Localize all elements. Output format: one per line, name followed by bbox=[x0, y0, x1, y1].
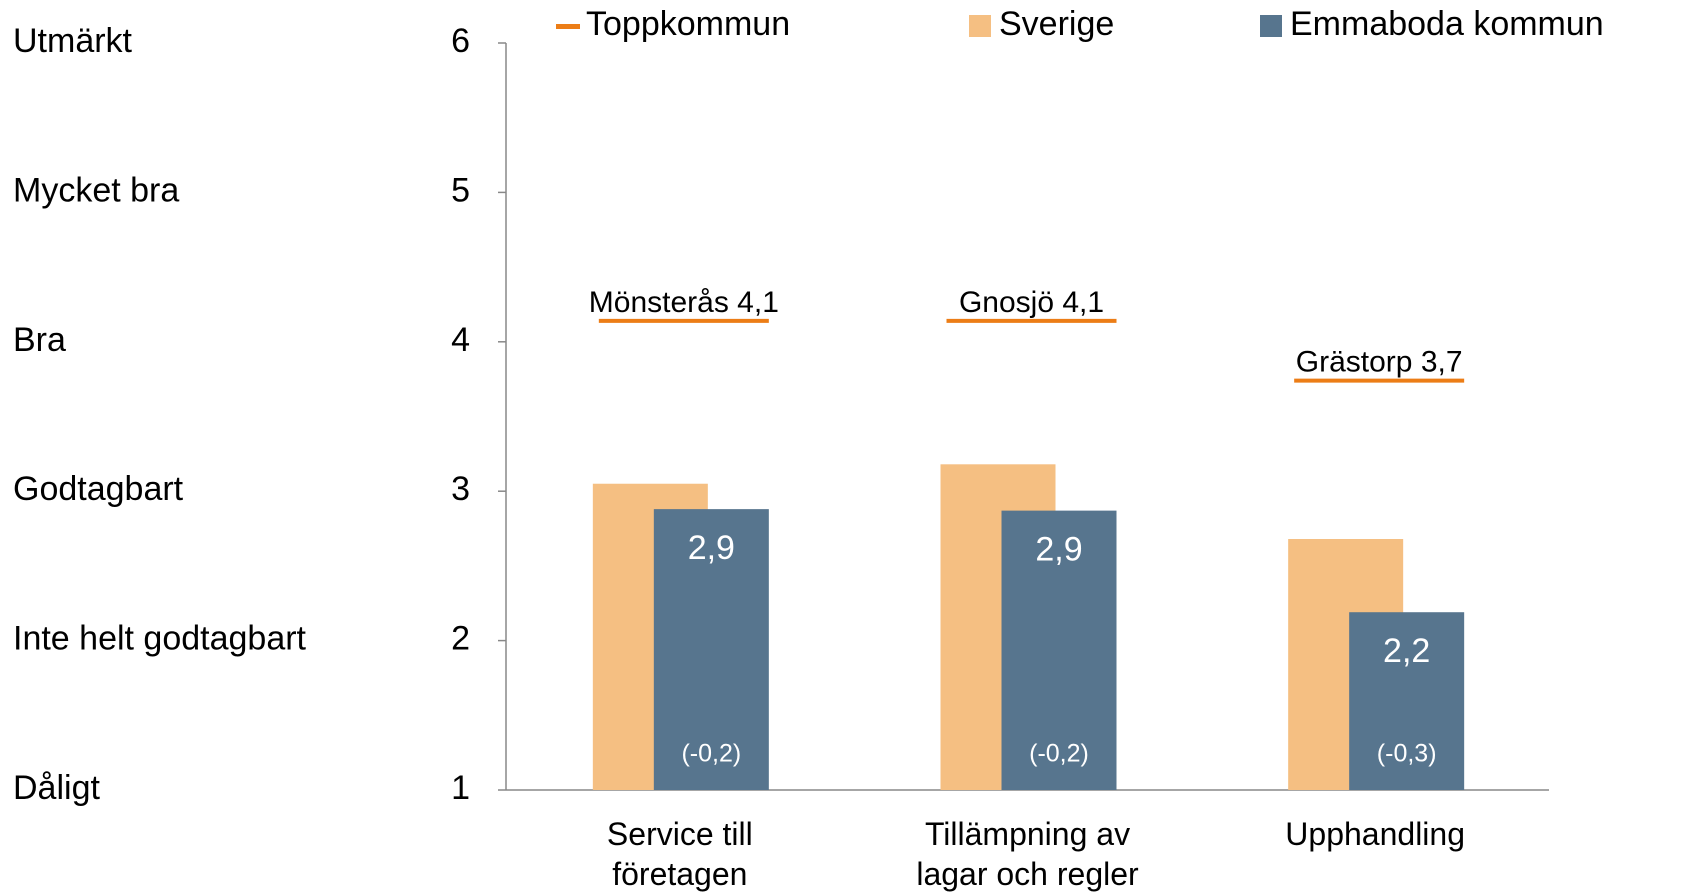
top-label: Gnosjö 4,1 bbox=[959, 286, 1104, 319]
legend-swatch bbox=[556, 24, 580, 29]
difference-label: (-0,2) bbox=[1029, 740, 1089, 768]
value-label: 2,9 bbox=[688, 529, 735, 567]
y-tick-label: 6 bbox=[451, 22, 470, 60]
value-label: 2,2 bbox=[1383, 632, 1430, 670]
bar bbox=[1001, 510, 1117, 790]
scale-label: Dåligt bbox=[13, 769, 100, 807]
y-tick-label: 5 bbox=[451, 171, 470, 209]
legend-swatch bbox=[1260, 15, 1282, 37]
bar bbox=[1349, 612, 1465, 790]
y-tick-label: 4 bbox=[451, 321, 470, 359]
difference-label: (-0,3) bbox=[1377, 740, 1437, 768]
scale-label: Inte helt godtagbart bbox=[13, 620, 307, 658]
legend-label: Sverige bbox=[999, 5, 1114, 43]
top-label: Mönsterås 4,1 bbox=[589, 286, 779, 319]
legend-label: Toppkommun bbox=[586, 5, 790, 43]
y-tick-label: 2 bbox=[451, 620, 470, 658]
x-tick-label: Service till företagen bbox=[606, 816, 753, 892]
x-tick-label: Upphandling bbox=[1285, 816, 1465, 852]
difference-label: (-0,2) bbox=[681, 740, 741, 768]
top-label: Grästorp 3,7 bbox=[1296, 346, 1463, 379]
bar bbox=[653, 509, 769, 790]
value-label: 2,9 bbox=[1035, 531, 1082, 569]
y-tick-label: 3 bbox=[451, 470, 470, 508]
scale-label: Bra bbox=[13, 321, 66, 359]
legend-swatch bbox=[969, 15, 991, 37]
scale-label: Mycket bra bbox=[13, 171, 179, 209]
legend-label: Emmaboda kommun bbox=[1290, 5, 1604, 43]
scale-label: Utmärkt bbox=[13, 22, 133, 60]
x-tick-label: Tillämpning av lagar och regler bbox=[916, 816, 1139, 892]
scale-label: Godtagbart bbox=[13, 470, 184, 508]
y-tick-label: 1 bbox=[451, 769, 470, 807]
